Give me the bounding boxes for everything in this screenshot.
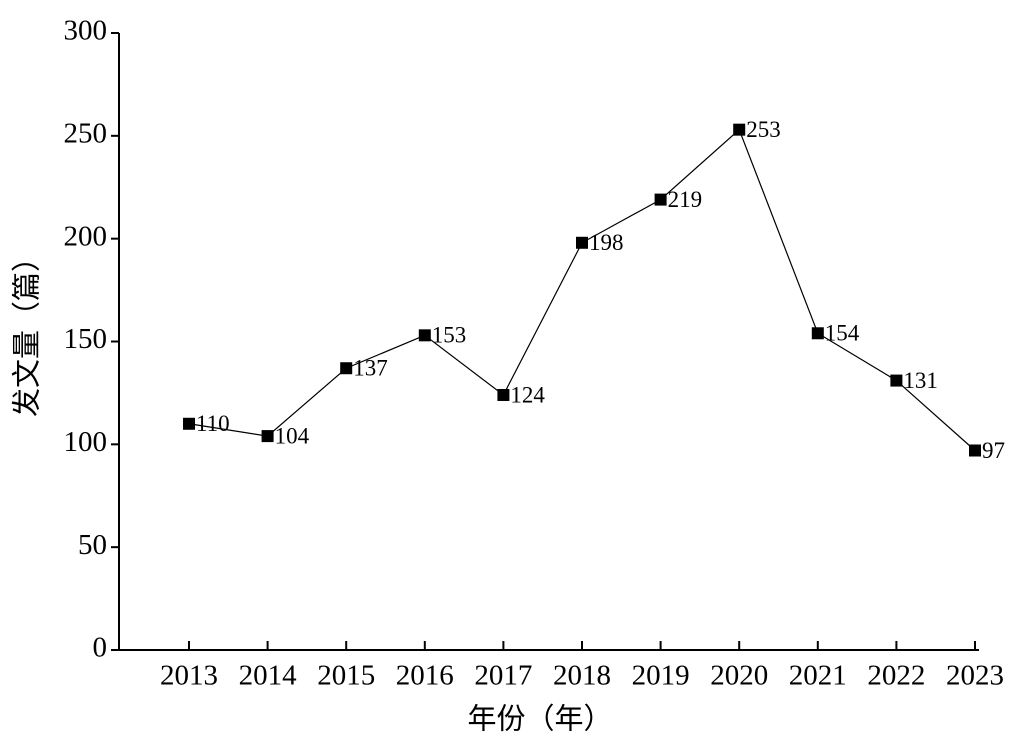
y-tick-label: 250	[64, 117, 108, 149]
data-label: 137	[353, 356, 388, 381]
x-tick-label: 2014	[239, 660, 298, 692]
marker	[890, 374, 903, 387]
data-label: 153	[432, 323, 467, 348]
x-tick-label: 2019	[632, 660, 690, 692]
data-label: 219	[668, 187, 703, 212]
data-label: 97	[982, 438, 1005, 463]
x-tick-label: 2018	[553, 660, 611, 692]
data-label: 131	[903, 368, 938, 393]
x-tick-label: 2013	[160, 660, 218, 692]
x-tick-label: 2023	[946, 660, 1004, 692]
x-tick-label: 2021	[789, 660, 847, 692]
marker	[969, 444, 981, 457]
marker	[418, 329, 431, 342]
marker	[183, 417, 195, 430]
x-tick-label: 2016	[396, 660, 454, 692]
y-tick-label: 100	[64, 426, 108, 458]
marker	[576, 236, 588, 249]
marker	[340, 362, 353, 375]
marker	[261, 430, 274, 443]
data-label: 198	[589, 230, 624, 255]
data-label: 124	[510, 382, 545, 407]
marker	[654, 193, 667, 206]
y-tick-label: 300	[64, 15, 108, 47]
x-tick-label: 2015	[317, 660, 375, 692]
series-line	[188, 128, 976, 451]
y-tick-label: 150	[64, 323, 108, 355]
marker	[733, 123, 746, 136]
data-label: 110	[196, 411, 230, 436]
data-label: 253	[746, 117, 781, 142]
marker	[811, 327, 824, 340]
y-axis-label: 发文量（篇）	[11, 243, 44, 417]
data-label: 154	[825, 321, 860, 346]
x-axis-label: 年份（年）	[467, 703, 612, 736]
marker	[497, 388, 510, 401]
y-tick-label: 200	[64, 220, 108, 252]
y-tick-label: 50	[78, 529, 107, 561]
x-tick-label: 2020	[710, 660, 768, 692]
data-label: 104	[275, 423, 310, 448]
x-tick-label: 2017	[474, 660, 532, 692]
y-tick-label: 0	[93, 632, 108, 664]
x-tick-label: 2022	[867, 660, 925, 692]
